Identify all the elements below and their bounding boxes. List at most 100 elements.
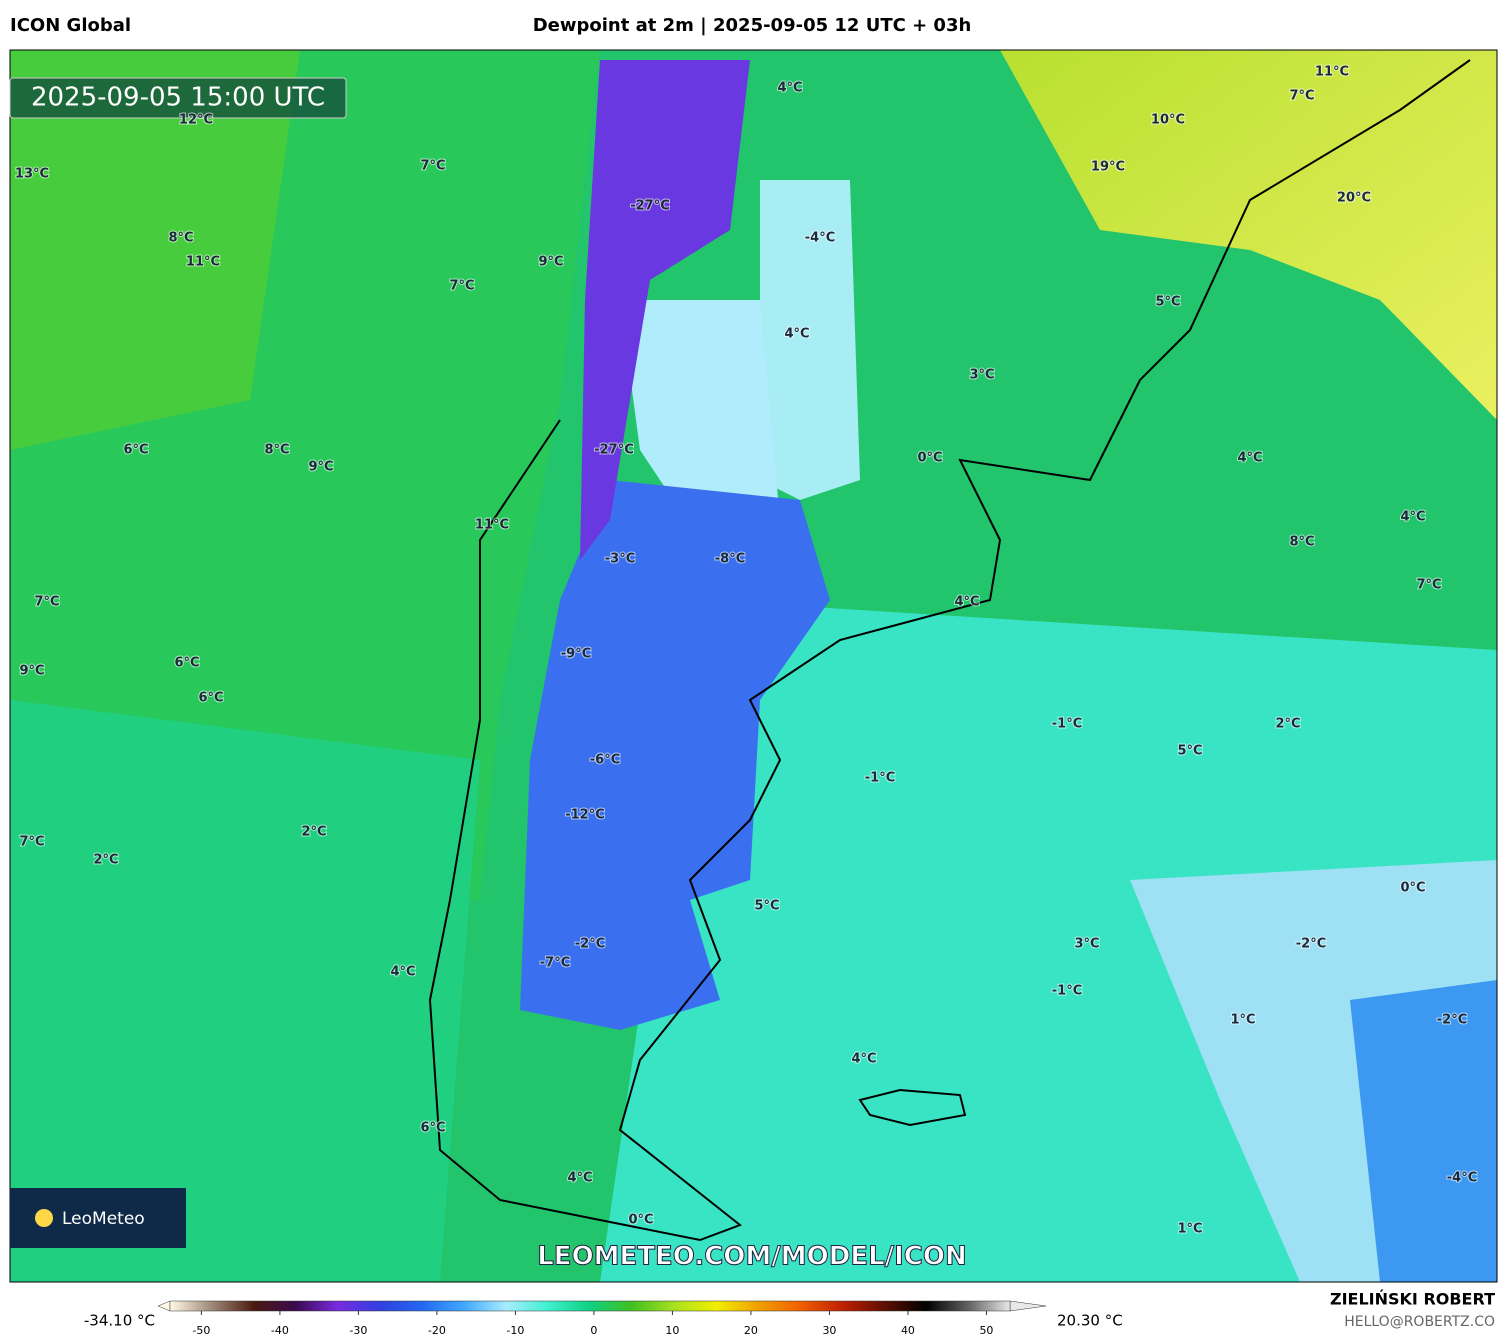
valid-time: 2025-09-05 15:00 UTC	[31, 83, 325, 113]
map-title: Dewpoint at 2m | 2025-09-05 12 UTC + 03h	[533, 15, 972, 36]
map: 2025-09-05 15:00 UTC LeoMeteo LEOMETEO.C…	[9, 49, 1498, 1283]
temperature-label: 3°C	[969, 368, 994, 383]
cold-core	[1350, 980, 1497, 1282]
temperature-label: 6°C	[198, 691, 223, 706]
temperature-label: -1°C	[865, 771, 895, 786]
colorbar-tick-label: 0	[590, 1324, 597, 1337]
temperature-label: 8°C	[1289, 535, 1314, 550]
email: HELLO@ROBERTZ.CO	[1344, 1314, 1495, 1330]
temperature-label: 1°C	[1230, 1013, 1255, 1028]
warm-area	[10, 50, 300, 450]
temperature-label: 11°C	[186, 255, 220, 270]
temperature-label: -4°C	[1447, 1171, 1477, 1186]
temperature-label: 4°C	[390, 965, 415, 980]
temperature-label: 7°C	[1289, 89, 1314, 104]
temperature-label: 19°C	[1091, 160, 1125, 175]
temperature-label: -8°C	[715, 552, 745, 567]
colorbar-tick-label: -10	[506, 1324, 524, 1337]
temperature-label: 5°C	[1155, 295, 1180, 310]
temperature-label: 9°C	[308, 460, 333, 475]
temperature-label: 0°C	[628, 1213, 653, 1228]
temperature-label: -2°C	[575, 937, 605, 952]
temperature-label: 13°C	[15, 167, 49, 182]
temperature-label: -4°C	[805, 231, 835, 246]
colorbar-tick-label: 50	[979, 1324, 993, 1337]
logo-sun	[35, 1209, 53, 1227]
temperature-label: 9°C	[19, 664, 44, 679]
temperature-label: 12°C	[179, 113, 213, 128]
colorbar-bar	[169, 1300, 1011, 1312]
temperature-label: 4°C	[1237, 451, 1262, 466]
cold-air	[520, 480, 830, 1030]
temperature-label: 4°C	[954, 595, 979, 610]
temperature-label: 20°C	[1337, 191, 1371, 206]
temperature-label: -9°C	[561, 647, 591, 662]
falklands	[858, 1088, 967, 1127]
colorbar: -50 -40 -30 -20 -10 0 10 20 30 40 50	[157, 1300, 1047, 1337]
temperature-label: 2°C	[93, 853, 118, 868]
temperature-label: 11°C	[475, 518, 509, 533]
colorbar-left-arrow	[157, 1300, 171, 1312]
temperature-label: -6°C	[590, 753, 620, 768]
temperature-label: 7°C	[449, 279, 474, 294]
watermark: LEOMETEO.COM/MODEL/ICON	[537, 1242, 967, 1272]
temperature-label: -12°C	[565, 808, 605, 823]
temperature-label: 6°C	[174, 656, 199, 671]
temperature-label: -27°C	[594, 443, 634, 458]
temperature-label: 5°C	[1177, 744, 1202, 759]
dry-zone	[620, 300, 780, 540]
temperature-label: 4°C	[851, 1052, 876, 1067]
map-frame	[9, 49, 1498, 1283]
temperature-label: 4°C	[784, 327, 809, 342]
temperature-label: 8°C	[168, 231, 193, 246]
temperature-label: 10°C	[1151, 113, 1185, 128]
colorbar-tick-label: -40	[271, 1324, 289, 1337]
temperature-label: 7°C	[19, 835, 44, 850]
temperature-label: -2°C	[1296, 937, 1326, 952]
colorbar-tick-label: -50	[192, 1324, 210, 1337]
model-name: ICON Global	[10, 15, 131, 36]
colorbar-min: -34.10 °C	[84, 1312, 155, 1330]
author: ZIELIŃSKI ROBERT	[1330, 1290, 1495, 1309]
andes-cold	[580, 60, 750, 560]
temperature-label: 7°C	[420, 159, 445, 174]
temperature-label: 6°C	[123, 443, 148, 458]
temperature-label: 4°C	[567, 1171, 592, 1186]
labels: 11°C7°C10°C19°C20°C4°C12°C13°C7°C-27°C-4…	[14, 64, 1478, 1238]
temperature-label: -27°C	[630, 199, 670, 214]
temperature-label: 9°C	[538, 255, 563, 270]
temperature-label: 0°C	[1400, 881, 1425, 896]
colorbar-tick-label: -20	[428, 1324, 446, 1337]
temperature-label: 0°C	[917, 451, 942, 466]
colorbar-tick-label: 10	[665, 1324, 679, 1337]
colorbar-tick-label: -30	[349, 1324, 367, 1337]
pacific-south	[10, 700, 480, 1282]
temperature-label: 2°C	[301, 825, 326, 840]
temperature-label: -7°C	[540, 956, 570, 971]
temperature-label: -3°C	[605, 552, 635, 567]
colorbar-right-arrow	[1009, 1300, 1047, 1312]
temperature-label: 1°C	[1177, 1222, 1202, 1237]
time-box	[9, 77, 347, 119]
coastline	[428, 59, 1471, 1242]
temperature-label: 7°C	[34, 595, 59, 610]
temperature-label: 11°C	[1315, 65, 1349, 80]
temperature-label: 6°C	[420, 1121, 445, 1136]
temperature-label: -1°C	[1052, 717, 1082, 732]
temperature-label: -1°C	[1052, 984, 1082, 999]
colorbar-tick-label: 40	[901, 1324, 915, 1337]
temperature-label: 5°C	[754, 899, 779, 914]
warm-region	[1000, 50, 1497, 420]
colorbar-tick-label: 30	[822, 1324, 836, 1337]
temperature-label: 3°C	[1074, 937, 1099, 952]
dry-zone	[760, 180, 860, 500]
temperature-label: 4°C	[1400, 510, 1425, 525]
colorbar-max: 20.30 °C	[1057, 1312, 1123, 1330]
temperature-label: -2°C	[1437, 1013, 1467, 1028]
temperature-label: 7°C	[1416, 578, 1441, 593]
temperature-label: 2°C	[1275, 717, 1300, 732]
temperature-label: 4°C	[777, 81, 802, 96]
colorbar-tick-label: 20	[744, 1324, 758, 1337]
temperature-label: 8°C	[264, 443, 289, 458]
